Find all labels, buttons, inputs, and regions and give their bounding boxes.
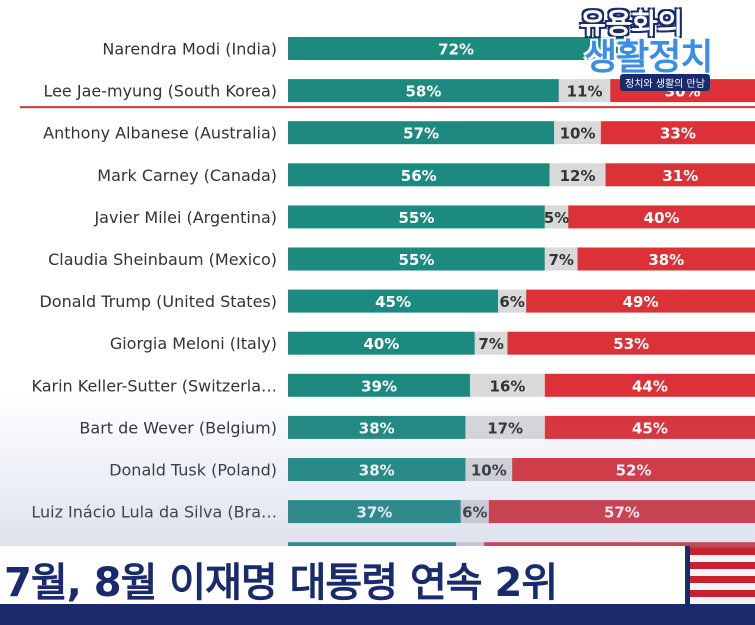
data-label: 11% [567,83,603,101]
bar-segment [498,289,527,313]
category-label: Giorgia Meloni (Italy) [110,334,277,353]
bar-segment [558,79,611,103]
bar-segment [544,247,578,271]
data-label: 52% [616,462,652,480]
bar-segment [288,205,545,229]
bar-segment [544,205,569,229]
data-label: 6% [499,293,524,311]
data-label: 31% [662,167,698,185]
data-label: 44% [632,377,668,395]
data-label: 7% [478,335,503,353]
bar-segment [474,331,508,355]
flag-stripe [686,548,755,555]
data-label: 7% [548,251,573,269]
flag-stripe [686,562,755,569]
caption-text: 7월, 8월 이재명 대통령 연속 2위 [4,560,558,606]
category-label: Lee Jae-myung (South Korea) [43,82,277,101]
category-label: Donald Trump (United States) [39,292,277,311]
data-label: 5% [544,209,569,227]
data-label: 10% [560,125,596,143]
bar-segment [577,247,755,271]
flag-stripe [686,597,755,604]
data-label: 12% [560,167,596,185]
bar-segment [554,121,601,145]
bar-segment [549,163,606,187]
bar-segment [288,79,559,103]
data-label: 55% [398,209,434,227]
category-label: Javier Milei (Argentina) [93,208,277,227]
data-label: 38% [359,462,395,480]
data-label: 40% [644,209,680,227]
bar-segment [470,373,545,397]
bar-segment [488,500,755,524]
bar-segment [568,205,755,229]
data-label: 39% [361,377,397,395]
data-label: 6% [462,504,487,522]
logo-main-text: 생활정치 [584,37,713,78]
data-label: 38% [648,251,684,269]
channel-logo: 유용화의 생활정치 정치와 생활의 만남 [570,0,755,92]
data-label: 40% [363,335,399,353]
data-label: 33% [660,125,696,143]
flag-stripe [686,569,755,576]
data-label: 16% [490,377,526,395]
flag-stripe [686,555,755,562]
caption-banner: 7월, 8월 이재명 대통령 연속 2위 [0,546,690,606]
flag-stripe [686,590,755,597]
data-label: 49% [623,293,659,311]
bar-segment [544,373,755,397]
bar-segment [460,500,489,524]
data-label: 55% [398,251,434,269]
bar-segment [544,415,755,439]
category-label: Bart de Wever (Belgium) [79,418,277,437]
bar-segment [288,373,471,397]
data-label: 45% [632,419,668,437]
bar-segment [288,415,466,439]
bar-segment [288,331,475,355]
category-label: Anthony Albanese (Australia) [43,124,277,143]
data-label: 37% [356,504,392,522]
bar-segment [526,289,755,313]
category-label: Claudia Sheinbaum (Mexico) [48,250,277,269]
data-label: 10% [471,462,507,480]
data-label: 58% [405,83,441,101]
category-label: Karin Keller-Sutter (Switzerla… [32,376,278,395]
logo-top-text: 유용화의 [580,7,684,40]
category-label: Luiz Inácio Lula da Silva (Bra… [31,503,277,522]
bar-segment [288,121,555,145]
bar-segment [465,458,513,481]
bar-segment [288,163,550,187]
category-label: Donald Tusk (Poland) [109,461,277,480]
bar-segment [507,331,755,355]
category-label: Mark Carney (Canada) [97,166,277,185]
flag-stripe [686,576,755,583]
data-label: 56% [401,167,437,185]
bar-segment [288,247,545,271]
bar-segment [288,289,499,313]
bar-segment [605,163,755,187]
data-label: 45% [375,293,411,311]
data-label: 53% [613,335,649,353]
bar-segment [512,458,755,481]
flag-stripe [686,583,755,590]
caption-bottom-bar [0,604,755,625]
data-label: 57% [604,504,640,522]
data-label: 17% [487,419,523,437]
data-label: 57% [403,125,439,143]
bar-segment [288,458,466,481]
bar-segment [288,37,625,60]
bar-segment [465,415,545,439]
category-label: Narendra Modi (India) [102,40,277,59]
data-label: 38% [359,419,395,437]
data-label: 72% [438,41,474,59]
bar-segment [600,121,755,145]
logo-sub-text: 정치와 생활의 만남 [620,74,710,91]
bar-segment [288,500,461,524]
